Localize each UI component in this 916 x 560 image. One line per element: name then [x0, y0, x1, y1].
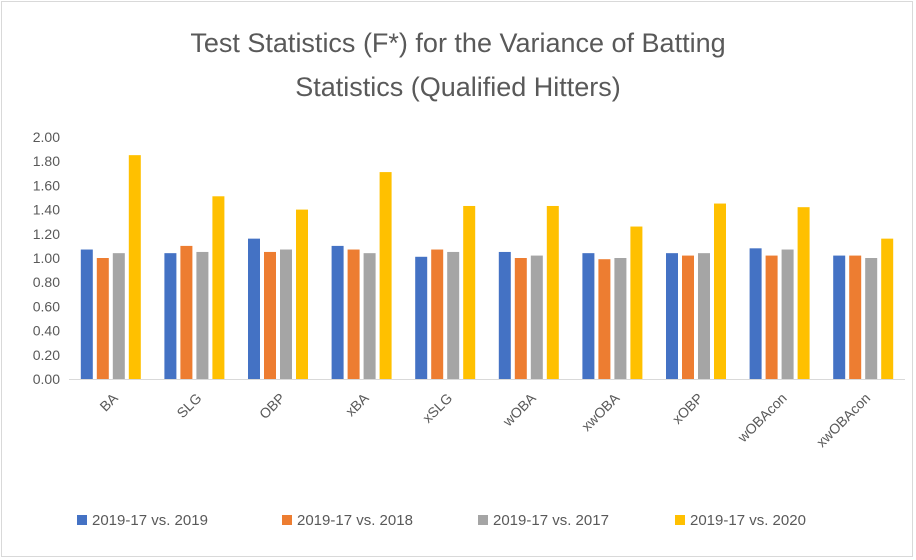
bar-OBP-series-4 [296, 209, 308, 379]
bar-BA-series-3 [112, 253, 125, 379]
x-tick-label-xBA: xBA [342, 389, 372, 419]
bar-xwOBA-series-3 [614, 258, 627, 379]
bar-xBA-series-4 [379, 172, 392, 379]
legend-label-3: 2019-17 vs. 2017 [493, 512, 609, 529]
bar-xSLG-series-2 [431, 249, 444, 379]
y-tick-label: 0.40 [33, 323, 60, 339]
bar-xwOBA-series-1 [582, 253, 595, 379]
y-tick-label: 1.60 [33, 177, 60, 193]
legend-label-2: 2019-17 vs. 2018 [297, 512, 413, 529]
y-tick-label: 1.40 [33, 202, 60, 218]
bar-xwOBA-series-4 [630, 226, 643, 379]
bar-OBP-series-2 [264, 251, 276, 379]
x-tick-label-xSLG: xSLG [419, 390, 455, 426]
legend-swatch-4 [675, 515, 685, 525]
y-tick-label: 0.80 [33, 274, 60, 290]
bar-xSLG-series-1 [415, 256, 428, 379]
legend-label-4: 2019-17 vs. 2020 [690, 512, 806, 529]
bar-xOBP-series-3 [698, 253, 710, 379]
y-tick-label: 1.80 [33, 153, 60, 169]
legend-swatch-2 [282, 515, 292, 525]
bar-SLG-series-2 [180, 245, 193, 379]
bar-xSLG-series-3 [447, 251, 460, 379]
bar-xBA-series-2 [347, 249, 360, 379]
bar-wOBA-series-2 [514, 258, 527, 379]
bar-OBP-series-1 [248, 238, 260, 379]
y-tick-label: 1.20 [33, 226, 60, 242]
chart-title-line-2: Statistics (Qualified Hitters) [295, 72, 621, 102]
bar-SLG-series-1 [164, 253, 177, 379]
x-tick-label-xOBP: xOBP [669, 390, 706, 427]
bar-xwOBAcon-series-4 [881, 238, 894, 379]
y-tick-label: 2.00 [33, 129, 60, 145]
legend-swatch-1 [77, 515, 87, 525]
bar-xBA-series-1 [331, 245, 344, 379]
bar-wOBAcon-series-4 [797, 207, 810, 379]
bar-wOBA-series-4 [546, 205, 559, 379]
bar-SLG-series-4 [212, 196, 225, 379]
bar-xwOBA-series-2 [598, 259, 611, 379]
bar-xwOBAcon-series-3 [865, 258, 878, 379]
legend-label-1: 2019-17 vs. 2019 [92, 512, 208, 529]
bar-xOBP-series-1 [666, 253, 678, 379]
x-tick-label-xwOBA: xwOBA [578, 389, 623, 434]
bar-xOBP-series-2 [682, 255, 694, 379]
bar-wOBA-series-3 [530, 255, 543, 379]
bar-xSLG-series-4 [463, 205, 476, 379]
bar-OBP-series-3 [280, 249, 292, 379]
y-tick-label: 1.00 [33, 250, 60, 266]
chart-title-line-1: Test Statistics (F*) for the Variance of… [190, 28, 726, 58]
y-tick-label: 0.20 [33, 347, 60, 363]
x-tick-label-OBP: OBP [256, 390, 288, 422]
x-tick-label-wOBAcon: wOBAcon [734, 390, 790, 446]
bar-wOBAcon-series-2 [765, 255, 778, 379]
bar-BA-series-1 [80, 249, 93, 379]
bar-wOBAcon-series-3 [781, 249, 794, 379]
bar-xOBP-series-4 [714, 203, 726, 379]
x-tick-label-xwOBAcon: xwOBAcon [813, 390, 873, 450]
x-tick-label-wOBA: wOBA [499, 389, 540, 430]
x-tick-label-BA: BA [96, 389, 121, 414]
bar-xwOBAcon-series-1 [833, 255, 846, 379]
bar-SLG-series-3 [196, 251, 209, 379]
y-tick-label: 0.60 [33, 298, 60, 314]
bar-xwOBAcon-series-2 [849, 255, 862, 379]
bar-wOBAcon-series-1 [749, 248, 762, 379]
bar-wOBA-series-1 [498, 251, 511, 379]
x-tick-label-SLG: SLG [173, 390, 204, 421]
legend-swatch-3 [478, 515, 488, 525]
bar-BA-series-4 [128, 155, 141, 379]
y-tick-label: 0.00 [33, 371, 60, 387]
bar-BA-series-2 [96, 258, 109, 379]
bar-xBA-series-3 [363, 253, 376, 379]
